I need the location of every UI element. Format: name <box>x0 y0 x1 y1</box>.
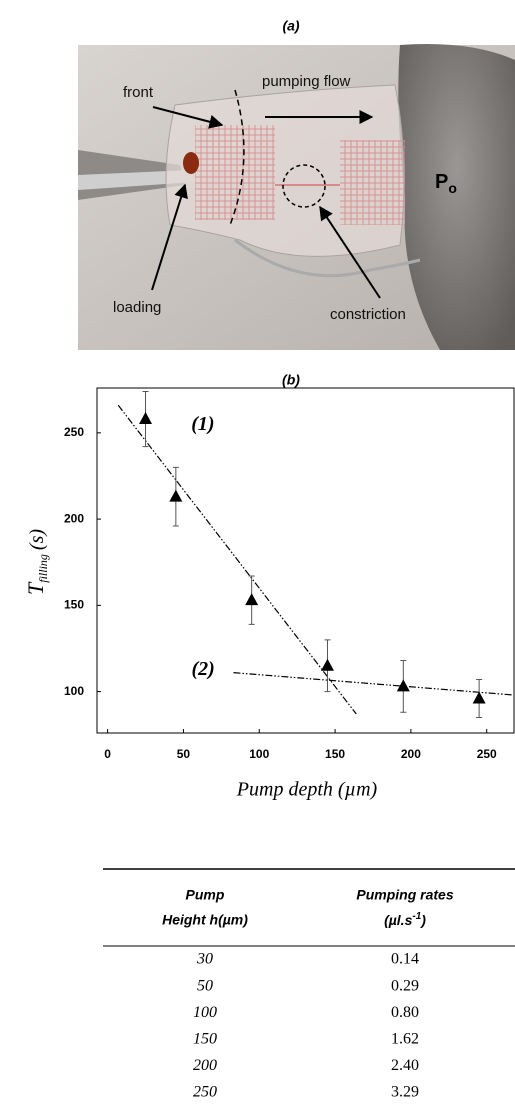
data-point <box>320 658 334 671</box>
table-cell: 0.80 <box>391 1004 419 1021</box>
data-point <box>396 679 410 692</box>
data-point <box>245 593 259 606</box>
fit-line <box>117 404 357 715</box>
pressure: P <box>435 171 448 193</box>
x-tick-label: 100 <box>249 747 269 761</box>
table-header: Pump <box>186 887 225 903</box>
table-cell: 0.29 <box>391 977 419 994</box>
data-point <box>169 489 183 502</box>
x-tick-label: 50 <box>177 747 191 761</box>
fit-label: (1) <box>191 413 214 435</box>
pressure-subscript: o <box>448 180 457 196</box>
table-header: (µl.s-1) <box>384 911 426 928</box>
y-tick-label: 100 <box>64 684 84 698</box>
table-cell: 3.29 <box>391 1084 419 1101</box>
photo-label: constriction <box>330 306 406 323</box>
header-sup: -1 <box>412 911 421 922</box>
table-cell: 250 <box>193 1084 217 1101</box>
panel-label: (b) <box>282 372 300 388</box>
photo-label: front <box>123 84 154 101</box>
data-point <box>472 691 486 704</box>
table-cell: 150 <box>193 1030 217 1047</box>
panel-label: (a) <box>282 18 299 34</box>
x-tick-label: 0 <box>104 747 111 761</box>
table-cell: 30 <box>196 951 213 968</box>
fit-line <box>233 672 515 696</box>
x-tick-label: 200 <box>401 747 421 761</box>
header-unit: (µl.s <box>384 912 413 928</box>
table-cell: 100 <box>193 1004 217 1021</box>
y-unit: (s) <box>26 529 48 550</box>
plot-frame <box>96 387 515 734</box>
table-cell: 50 <box>197 977 213 994</box>
table-cell: 200 <box>193 1057 217 1074</box>
photo-label: pumping flow <box>262 73 351 90</box>
photo-label: loading <box>113 299 161 316</box>
x-axis-label: Pump depth (µm) <box>236 779 378 801</box>
header-tail: ) <box>419 912 426 928</box>
data-point <box>139 412 153 425</box>
table-header: Height h(µm) <box>162 912 248 928</box>
table-cell: 1.62 <box>391 1030 419 1047</box>
table-header: Pumping rates <box>356 887 453 903</box>
photo-label: Po <box>435 171 457 195</box>
y-tick-label: 200 <box>64 511 84 525</box>
y-axis-label: Tfilling (s) <box>23 529 50 595</box>
x-tick-label: 250 <box>477 747 497 761</box>
photo <box>78 44 515 350</box>
y-tick-label: 250 <box>64 425 84 439</box>
y-subscript: filling <box>36 554 50 583</box>
y-symbol: T <box>23 581 48 595</box>
y-tick-label: 150 <box>64 598 84 612</box>
table-cell: 2.40 <box>391 1057 419 1074</box>
x-tick-label: 150 <box>325 747 345 761</box>
table-cell: 0.14 <box>391 951 419 968</box>
fit-label: (2) <box>191 658 214 680</box>
